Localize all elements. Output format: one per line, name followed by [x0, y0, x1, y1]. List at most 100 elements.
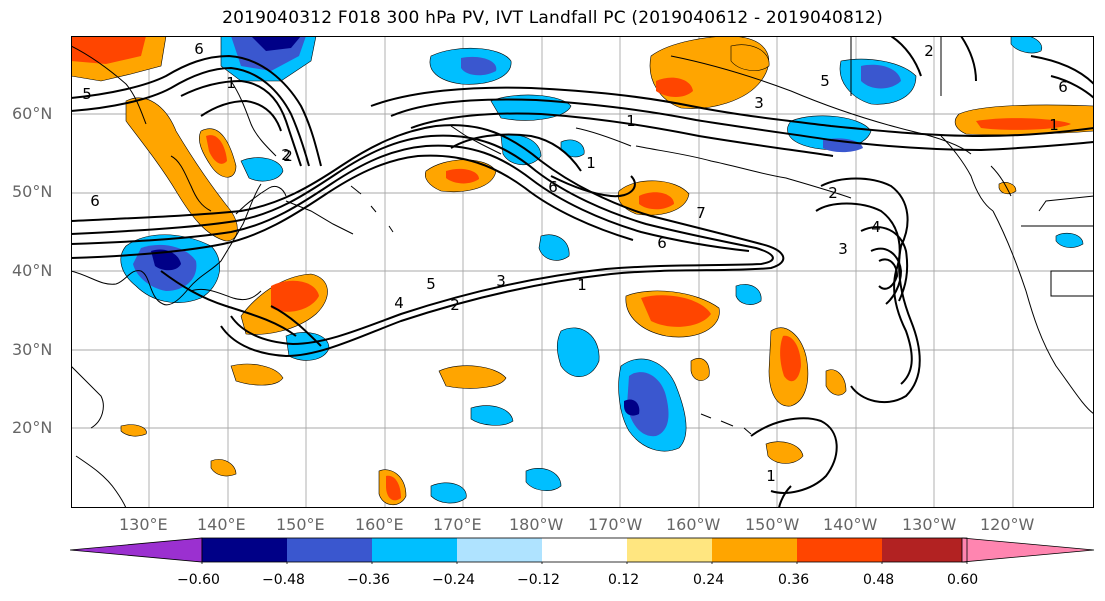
cold-anomaly [556, 327, 600, 377]
colorbar-swatch [287, 538, 372, 562]
warm-anomaly [120, 424, 147, 437]
colorbar-tick-label: 0.60 [947, 572, 979, 588]
contour-label: 1 [577, 276, 587, 294]
colorbar-over-triangle [961, 537, 1095, 563]
strong-warm-anomaly [639, 192, 674, 210]
warm-anomaly [210, 459, 237, 477]
cold-anomaly [1010, 36, 1043, 54]
contour-label: 5 [426, 275, 436, 293]
cold-anomaly [538, 234, 570, 261]
lat-label-30n: 30°N [12, 340, 53, 359]
cold-anomaly [525, 467, 562, 491]
contour-label: 6 [194, 40, 204, 58]
contour-label: 6 [548, 178, 558, 196]
contour-label: 1 [1049, 116, 1059, 134]
contour-label: 2 [281, 146, 291, 164]
warm-anomaly [765, 441, 804, 464]
cold-anomaly [240, 157, 284, 182]
lat-label-60n: 60°N [12, 104, 53, 123]
colorbar-swatch [372, 538, 457, 562]
contour-label: 2 [450, 296, 460, 314]
mid-cold-anomaly [861, 64, 901, 89]
contour-label: 1 [766, 467, 776, 485]
cold-anomaly [1055, 232, 1084, 248]
pv-filled-contours [71, 36, 1094, 506]
lat-label-20n: 20°N [12, 418, 53, 437]
contour-label: 2 [924, 42, 934, 60]
contour-label: 2 [283, 147, 293, 165]
lon-label-130w: 130°W [902, 515, 957, 534]
map-panel: 6 1 2 5 6 4 5 2 3 1 1 6 7 6 2 1 2 5 3 6 … [71, 36, 1094, 508]
contour-label: 5 [820, 72, 830, 90]
contour-label: 3 [496, 272, 506, 290]
colorbar-tick-label: −0.24 [432, 572, 475, 588]
lon-label-160e: 160°E [355, 515, 404, 534]
colorbar-tick-label: −0.36 [347, 572, 390, 588]
contour-label: 4 [394, 294, 404, 312]
lon-label-160w: 160°W [666, 515, 721, 534]
contour-labels: 6 1 2 5 6 4 5 2 3 1 1 6 7 6 2 1 2 5 3 6 … [82, 40, 1068, 485]
warm-anomaly [438, 365, 507, 389]
strong-warm-anomaly [641, 295, 711, 327]
strong-warm-anomaly [780, 335, 801, 382]
lon-label-170w: 170°W [588, 515, 643, 534]
lon-label-170e: 170°E [433, 515, 482, 534]
lon-label-150w: 150°W [745, 515, 800, 534]
colorbar-tick-label: 0.36 [778, 572, 810, 588]
mid-cold-anomaly [461, 56, 497, 76]
map-frame [71, 36, 1094, 508]
cold-anomaly [430, 482, 467, 504]
strong-warm-anomaly [446, 168, 479, 184]
lon-label-120w: 120°W [980, 515, 1035, 534]
contour-label: 2 [828, 184, 838, 202]
ivt-contours [71, 36, 1094, 508]
map-title: 2019040312 F018 300 hPa PV, IVT Landfall… [222, 8, 883, 28]
colorbar-tick-label: 0.48 [863, 572, 895, 588]
contour-label: 6 [90, 192, 100, 210]
contour-label: 1 [626, 112, 636, 130]
warm-anomaly [825, 369, 847, 396]
lon-label-180w: 180°W [509, 515, 564, 534]
strong-warm-anomaly [386, 475, 401, 501]
cold-anomaly [735, 284, 762, 305]
colorbar [70, 537, 1095, 564]
coastlines [71, 36, 1094, 508]
contour-label: 6 [1058, 78, 1068, 96]
lon-label-130e: 130°E [119, 515, 168, 534]
contour-label: 5 [82, 85, 92, 103]
contour-label: 1 [226, 74, 236, 92]
deep-cold-anomaly [251, 36, 301, 51]
colorbar-under-triangle [70, 537, 203, 563]
colorbar-tick-label: 0.24 [693, 572, 725, 588]
warm-anomaly [690, 357, 710, 381]
mid-cold-anomaly [627, 372, 669, 437]
contour-label: 7 [696, 204, 706, 222]
strong-warm-anomaly [976, 118, 1071, 130]
warm-anomaly [125, 97, 238, 242]
colorbar-swatch [627, 538, 712, 562]
strong-warm-anomaly [206, 135, 227, 164]
lon-label-150e: 150°E [276, 515, 325, 534]
lon-label-140w: 140°W [823, 515, 878, 534]
colorbar-swatch [882, 538, 967, 562]
warm-anomaly [230, 363, 284, 386]
strong-warm-anomaly [271, 280, 319, 312]
colorbar-tick-label: −0.60 [177, 572, 220, 588]
cold-anomaly [560, 139, 585, 158]
contour-label: 1 [586, 154, 596, 172]
lon-label-140e: 140°E [197, 515, 246, 534]
lat-label-50n: 50°N [12, 182, 53, 201]
colorbar-swatch [712, 538, 797, 562]
colorbar-swatch [457, 538, 542, 562]
colorbar-swatch [542, 538, 627, 562]
colorbar-swatch [202, 538, 287, 562]
contour-label: 3 [754, 94, 764, 112]
contour-label: 6 [657, 234, 667, 252]
colorbar-swatch [797, 538, 882, 562]
warm-anomaly [730, 44, 770, 71]
contour-label: 3 [838, 240, 848, 258]
colorbar-tick-label: −0.48 [262, 572, 305, 588]
lat-label-40n: 40°N [12, 261, 53, 280]
cold-anomaly [470, 405, 514, 426]
strong-warm-anomaly [656, 77, 693, 98]
